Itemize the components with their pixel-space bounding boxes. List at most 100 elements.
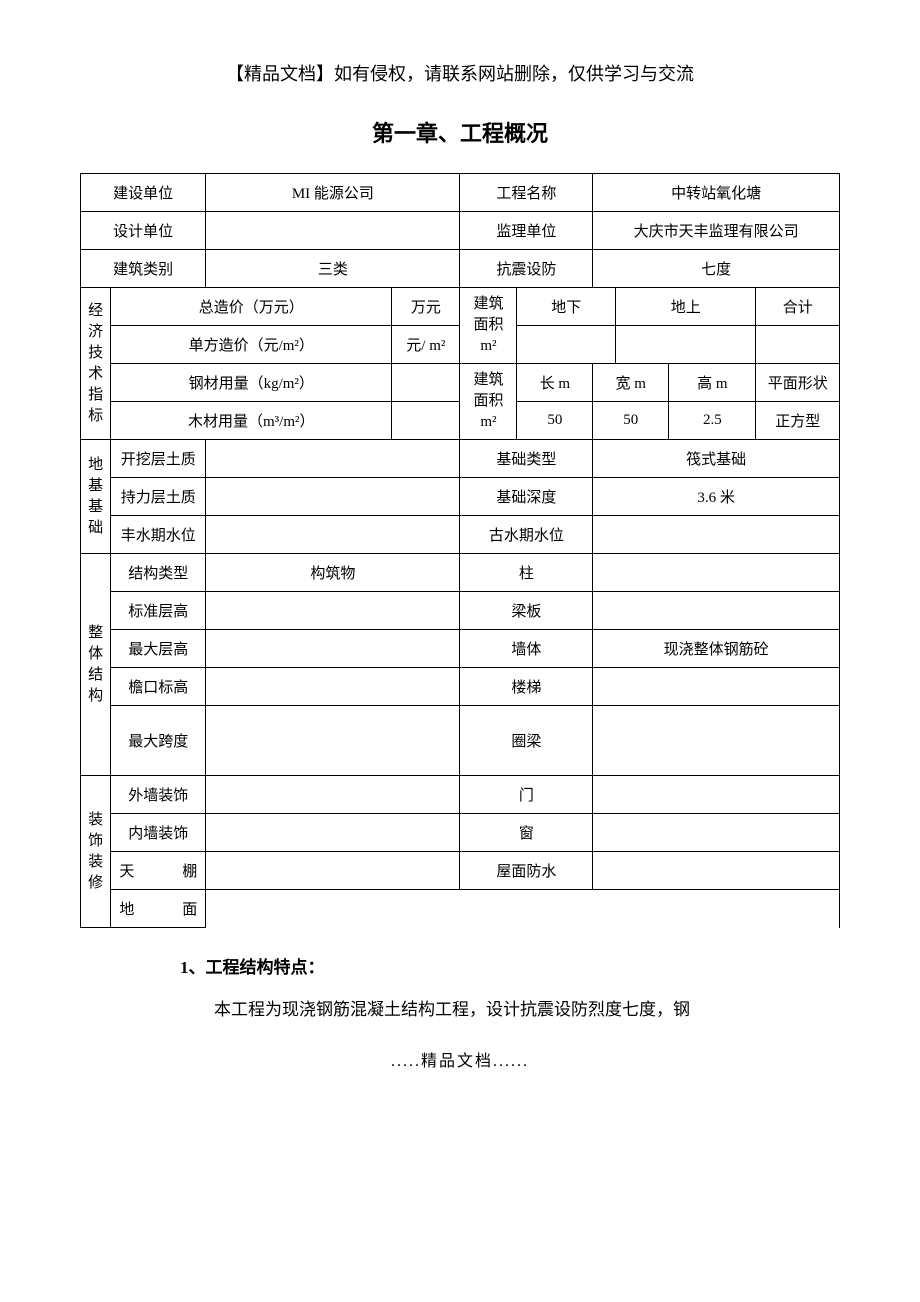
- table-row: 建设单位 MI 能源公司 工程名称 中转站氧化塘: [81, 174, 840, 212]
- label-floor: 地面: [111, 890, 206, 928]
- label-bearing-soil: 持力层土质: [111, 478, 206, 516]
- table-row: 整体结构 结构类型 构筑物 柱: [81, 554, 840, 592]
- side-foundation: 地基基础: [81, 440, 111, 554]
- value-wood-usage: [392, 402, 460, 440]
- value-struct-type: 构筑物: [206, 554, 460, 592]
- table-row: 装饰装修 外墙装饰 门: [81, 776, 840, 814]
- value-max-floor-height: [206, 630, 460, 668]
- table-row: 地面: [81, 890, 840, 928]
- label-aboveground: 地上: [616, 288, 756, 326]
- value-aboveground: [616, 326, 756, 364]
- table-row: 钢材用量（kg/m²） 建筑面积m² 长 m 宽 m 高 m 平面形状: [81, 364, 840, 402]
- label-length: 长 m: [517, 364, 593, 402]
- value-total-area: [756, 326, 840, 364]
- value-excavation-soil: [206, 440, 460, 478]
- value-total-cost: 万元: [392, 288, 460, 326]
- table-row: 丰水期水位 古水期水位: [81, 516, 840, 554]
- value-wall: 现浇整体钢筋砼: [593, 630, 840, 668]
- table-row: 最大跨度 圈梁: [81, 706, 840, 776]
- table-row: 经济技术指标 总造价（万元） 万元 建筑面积m² 地下 地上 合计: [81, 288, 840, 326]
- value-design-unit: [206, 212, 460, 250]
- label-ancient-water-level: 古水期水位: [460, 516, 593, 554]
- label-struct-type: 结构类型: [111, 554, 206, 592]
- table-row: 标准层高 梁板: [81, 592, 840, 630]
- label-window: 窗: [460, 814, 593, 852]
- value-supervision-unit: 大庆市天丰监理有限公司: [593, 212, 840, 250]
- chapter-title: 第一章、工程概况: [80, 116, 840, 148]
- table-row: 设计单位 监理单位 大庆市天丰监理有限公司: [81, 212, 840, 250]
- label-design-unit: 设计单位: [81, 212, 206, 250]
- label-wood-usage: 木材用量（m³/m²）: [111, 402, 392, 440]
- table-row: 最大层高 墙体 现浇整体钢筋砼: [81, 630, 840, 668]
- section-1-body: 本工程为现浇钢筋混凝土结构工程，设计抗震设防烈度七度，钢: [180, 993, 840, 1027]
- side-economic: 经济技术指标: [81, 288, 111, 440]
- side-structure: 整体结构: [81, 554, 111, 776]
- value-door: [593, 776, 840, 814]
- value-window: [593, 814, 840, 852]
- value-length: 50: [517, 402, 593, 440]
- value-floor: [206, 890, 460, 928]
- label-column: 柱: [460, 554, 593, 592]
- blank-cell: [593, 890, 840, 928]
- value-max-span: [206, 706, 460, 776]
- label-seismic: 抗震设防: [460, 250, 593, 288]
- table-row: 檐口标高 楼梯: [81, 668, 840, 706]
- label-stair: 楼梯: [460, 668, 593, 706]
- value-width: 50: [593, 402, 669, 440]
- value-ceiling: [206, 852, 460, 890]
- label-foundation-type: 基础类型: [460, 440, 593, 478]
- label-std-floor-height: 标准层高: [111, 592, 206, 630]
- label-foundation-depth: 基础深度: [460, 478, 593, 516]
- value-bearing-soil: [206, 478, 460, 516]
- label-supervision-unit: 监理单位: [460, 212, 593, 250]
- label-wet-water-level: 丰水期水位: [111, 516, 206, 554]
- value-steel-usage: [392, 364, 460, 402]
- label-total-cost: 总造价（万元）: [111, 288, 392, 326]
- table-row: 持力层土质 基础深度 3.6 米: [81, 478, 840, 516]
- value-ring-beam: [593, 706, 840, 776]
- value-ancient-water-level: [593, 516, 840, 554]
- value-construction-unit: MI 能源公司: [206, 174, 460, 212]
- value-foundation-depth: 3.6 米: [593, 478, 840, 516]
- value-underground: [517, 326, 616, 364]
- label-ceiling: 天棚: [111, 852, 206, 890]
- label-roof-waterproof: 屋面防水: [460, 852, 593, 890]
- side-decoration: 装饰装修: [81, 776, 111, 928]
- table-row: 建筑类别 三类 抗震设防 七度: [81, 250, 840, 288]
- value-wet-water-level: [206, 516, 460, 554]
- value-stair: [593, 668, 840, 706]
- label-plan-shape: 平面形状: [756, 364, 840, 402]
- value-beam-slab: [593, 592, 840, 630]
- value-seismic: 七度: [593, 250, 840, 288]
- label-total-area: 合计: [756, 288, 840, 326]
- table-row: 地基基础 开挖层土质 基础类型 筏式基础: [81, 440, 840, 478]
- label-door: 门: [460, 776, 593, 814]
- label-unit-cost: 单方造价（元/m²）: [111, 326, 392, 364]
- project-info-table: 建设单位 MI 能源公司 工程名称 中转站氧化塘 设计单位 监理单位 大庆市天丰…: [80, 173, 840, 928]
- header-note: 【精品文档】如有侵权，请联系网站删除，仅供学习与交流: [80, 60, 840, 86]
- label-project-name: 工程名称: [460, 174, 593, 212]
- value-unit-cost: 元/ m²: [392, 326, 460, 364]
- label-excavation-soil: 开挖层土质: [111, 440, 206, 478]
- label-wall: 墙体: [460, 630, 593, 668]
- label-underground: 地下: [517, 288, 616, 326]
- table-row: 内墙装饰 窗: [81, 814, 840, 852]
- label-beam-slab: 梁板: [460, 592, 593, 630]
- value-interior-wall: [206, 814, 460, 852]
- side-building-area-1: 建筑面积m²: [460, 288, 517, 364]
- label-ring-beam: 圈梁: [460, 706, 593, 776]
- label-steel-usage: 钢材用量（kg/m²）: [111, 364, 392, 402]
- value-project-name: 中转站氧化塘: [593, 174, 840, 212]
- label-max-floor-height: 最大层高: [111, 630, 206, 668]
- value-plan-shape: 正方型: [756, 402, 840, 440]
- label-width: 宽 m: [593, 364, 669, 402]
- label-building-category: 建筑类别: [81, 250, 206, 288]
- label-exterior-wall: 外墙装饰: [111, 776, 206, 814]
- footer-text: .....精品文档......: [80, 1047, 840, 1071]
- label-eave-elev: 檐口标高: [111, 668, 206, 706]
- table-row: 天棚 屋面防水: [81, 852, 840, 890]
- label-height: 高 m: [669, 364, 756, 402]
- side-building-area-2: 建筑面积m²: [460, 364, 517, 440]
- blank-cell: [460, 890, 593, 928]
- value-eave-elev: [206, 668, 460, 706]
